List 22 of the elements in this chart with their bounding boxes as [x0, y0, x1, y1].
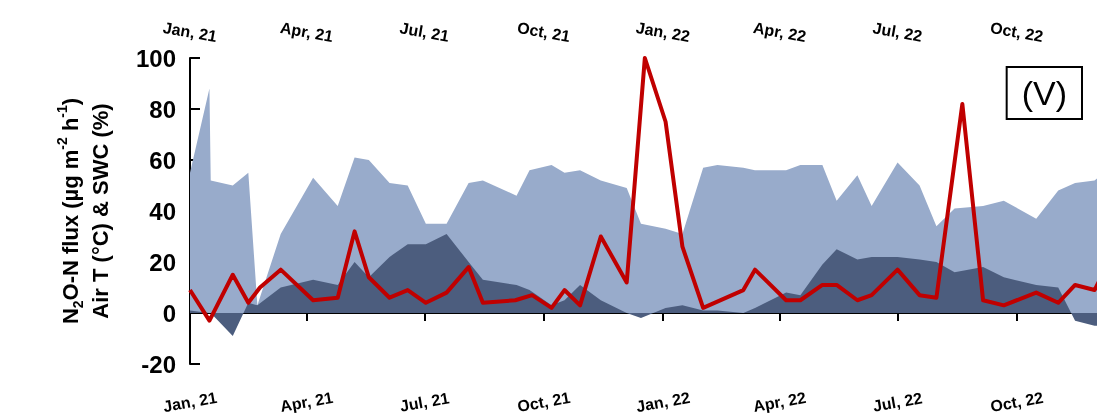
x2-tick-label: Jul, 21	[398, 389, 451, 414]
y-tick-label: 60	[149, 146, 176, 174]
x2-tick-label: Oct, 21	[516, 388, 572, 414]
annotation: (V)	[1021, 74, 1068, 112]
y-tick-label: 80	[149, 95, 176, 123]
y-tick-label: 40	[149, 197, 176, 225]
x-tick-label: Jan, 21	[161, 18, 219, 46]
y-tick-label: 20	[149, 248, 176, 276]
x-tick-label: Oct, 21	[516, 18, 572, 46]
x2-tick-label: Oct, 22	[989, 388, 1045, 414]
x2-tick-label: Jan, 22	[634, 388, 692, 414]
y-tick-label: -20	[141, 350, 176, 378]
x2-tick-label: Jul, 22	[871, 389, 924, 414]
x-tick-label: Jul, 22	[871, 19, 924, 45]
x-tick-label: Oct, 22	[989, 18, 1045, 46]
y-tick-label: 0	[162, 299, 176, 327]
x2-tick-label: Jan, 21	[161, 388, 219, 414]
x-tick-label: Apr, 21	[278, 18, 335, 46]
x-tick-label: Jul, 21	[398, 19, 451, 45]
x-tick-label: Apr, 22	[751, 18, 808, 46]
x-tick-label: Jan, 22	[634, 18, 692, 46]
y-tick-label: 100	[135, 44, 176, 72]
